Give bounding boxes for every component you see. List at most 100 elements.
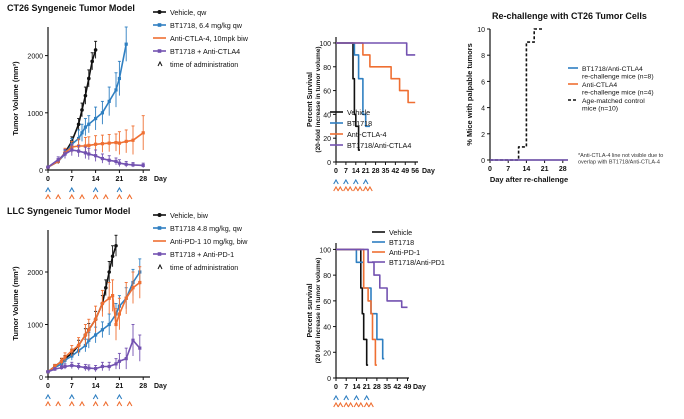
legend-marker: [157, 49, 162, 53]
series-line: [490, 28, 542, 161]
data-point: [107, 270, 111, 274]
series-bt1718: [336, 42, 370, 128]
data-point: [114, 140, 118, 145]
data-point: [138, 346, 142, 350]
data-point: [83, 151, 87, 155]
series-line: [47, 271, 141, 373]
legend-label-line: mice (n=10): [582, 106, 618, 113]
dose-marker: [45, 400, 51, 407]
dose-marker: [337, 401, 344, 408]
legend-marker: [157, 23, 162, 27]
footnote-line: overlap with BT1718/Anti-CTLA-4: [578, 160, 660, 166]
x-tick-label: 14: [352, 168, 360, 175]
data-point: [124, 42, 128, 46]
series-bt1718-anti-ctla4: [46, 143, 145, 169]
x-tick-label: 49: [401, 168, 409, 175]
x-tick-label: 21: [116, 383, 124, 390]
data-point: [83, 125, 87, 129]
y-tick-label: 80: [323, 273, 331, 280]
data-point: [63, 364, 67, 369]
y-tick-label: 0: [39, 375, 43, 382]
x-tick-label: 21: [116, 176, 124, 183]
data-point: [124, 296, 128, 300]
dose-marker: [343, 178, 349, 185]
x-tick-label: 28: [559, 166, 567, 173]
x-tick-label: 7: [344, 384, 348, 391]
dose-marker: [343, 185, 349, 192]
y-tick-label: 2000: [27, 270, 43, 277]
dose-marker: [55, 193, 61, 200]
dose-marker: [92, 186, 99, 193]
data-point: [63, 152, 67, 156]
y-axis-label: Tumor Volume (mm³): [11, 266, 20, 341]
x-tick-label: 14: [92, 176, 100, 183]
y-tick-label: 0: [327, 376, 331, 383]
dose-marker: [69, 186, 75, 193]
data-point: [94, 154, 98, 158]
chart-title: CT26 Syngeneic Tumor Model: [7, 3, 135, 13]
x-tick-label: 28: [372, 168, 380, 175]
chart-panel-ct26_volume: CT26 Syngeneic Tumor Model 0 1000 2000 0 7 14 2…: [7, 3, 249, 200]
data-point: [131, 286, 135, 290]
x-tick-label: 0: [334, 168, 338, 175]
data-point: [141, 163, 145, 168]
data-point: [70, 363, 74, 368]
data-point: [117, 359, 121, 363]
legend-label: time of administration: [170, 263, 238, 272]
dose-marker: [362, 178, 369, 185]
data-point: [63, 355, 67, 359]
data-point: [77, 364, 81, 369]
data-point: [77, 136, 81, 141]
data-point: [100, 301, 104, 306]
chart-panel-ct26_rechallenge: Re-challenge with CT26 Tumor Cells 0 2 4 6 8 1…: [465, 11, 663, 184]
dose-marker: [126, 193, 133, 200]
series-line: [336, 248, 369, 366]
data-point: [83, 365, 87, 370]
data-point: [94, 317, 98, 321]
data-point: [60, 359, 64, 363]
series-vehicle-biw: [46, 234, 118, 374]
data-point: [87, 143, 91, 148]
dose-marker: [357, 185, 363, 192]
data-point: [100, 142, 104, 146]
y-tick-label: 100: [319, 247, 331, 254]
x-tick-label: 0: [334, 384, 338, 391]
x-tick-label: 35: [383, 384, 391, 391]
dose-marker: [333, 178, 339, 185]
dose-marker: [79, 400, 85, 407]
dose-marker: [79, 193, 85, 200]
x-tick-label: 0: [488, 166, 492, 173]
legend-label: Vehicle, biw: [170, 211, 209, 220]
data-point: [94, 116, 98, 121]
data-point: [76, 122, 81, 127]
y-tick-label: 80: [323, 65, 331, 72]
y-tick-label: 10: [477, 27, 485, 34]
dose-marker: [116, 193, 123, 200]
legend-label: BT1718 + Anti-PD-1: [170, 250, 234, 259]
series-vehicle: [336, 248, 369, 366]
data-point: [77, 343, 81, 348]
x-tick-label: 7: [344, 168, 348, 175]
data-point: [87, 366, 91, 370]
dose-marker: [45, 186, 51, 193]
dose-marker: [333, 185, 339, 192]
dose-marker: [92, 393, 99, 400]
dose-marker: [69, 193, 75, 200]
legend-label: BT1718/Anti-CTLA4: [347, 141, 411, 150]
series-line: [47, 339, 141, 373]
data-point: [114, 322, 118, 327]
legend-label: Vehicle, qw: [170, 8, 207, 17]
dose-marker: [333, 401, 339, 408]
x-tick-label: 28: [139, 383, 147, 390]
dose-marker: [362, 185, 369, 192]
dose-marker: [343, 394, 349, 401]
y-tick-label: 100: [319, 41, 331, 48]
x-tick-label: 7: [70, 176, 74, 183]
data-point: [131, 338, 135, 342]
y-tick-label: 2000: [27, 54, 43, 61]
data-point: [107, 141, 111, 145]
data-point: [117, 312, 121, 316]
data-point: [56, 158, 60, 162]
y-tick-label: 1000: [27, 323, 43, 330]
data-point: [114, 159, 118, 164]
